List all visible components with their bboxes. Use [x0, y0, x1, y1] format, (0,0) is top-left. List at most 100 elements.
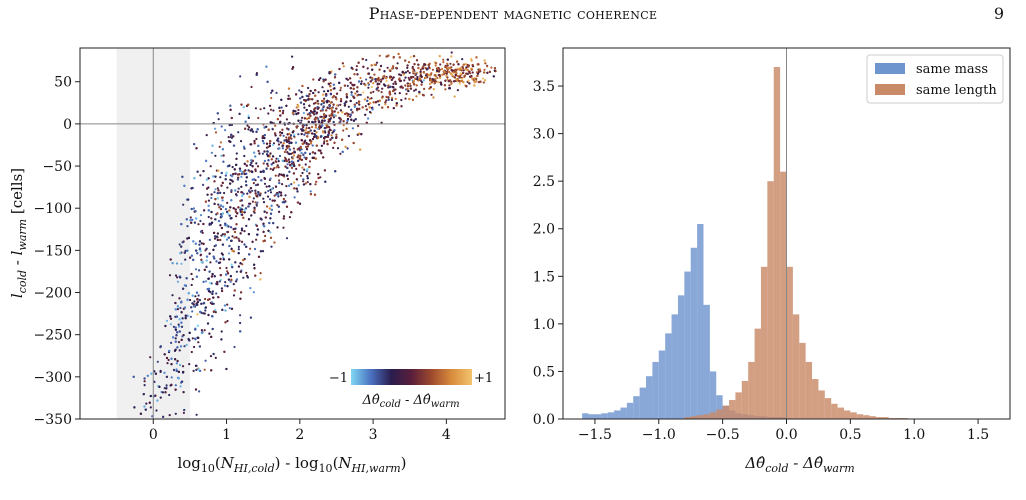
scatter-point: [229, 206, 232, 209]
scatter-point: [175, 262, 179, 265]
scatter-point: [179, 385, 182, 388]
scatter-point: [292, 109, 295, 112]
scatter-point: [200, 331, 203, 335]
scatter-point: [329, 85, 332, 88]
scatter-point: [447, 80, 450, 83]
scatter-point: [246, 276, 249, 279]
scatter-point: [178, 318, 181, 321]
scatter-point: [294, 110, 297, 113]
scatter-point: [240, 291, 243, 294]
scatter-point: [270, 245, 273, 248]
scatter-point: [268, 198, 272, 201]
scatter-point: [315, 111, 319, 114]
scatter-point: [306, 117, 309, 120]
scatter-point: [420, 83, 423, 86]
histogram-bar-same-mass: [690, 247, 698, 419]
scatter-point: [312, 78, 315, 81]
scatter-point: [414, 72, 417, 75]
scatter-point: [251, 178, 254, 181]
scatter-point: [211, 290, 214, 293]
scatter-point: [444, 88, 447, 91]
scatter-point: [228, 258, 231, 261]
scatter-point: [309, 129, 312, 132]
scatter-point: [302, 111, 305, 115]
scatter-point: [270, 96, 273, 100]
scatter-point: [206, 322, 210, 325]
scatter-point: [184, 317, 187, 320]
scatter-point: [223, 235, 226, 238]
scatter-point: [197, 421, 199, 423]
scatter-point: [233, 230, 237, 234]
scatter-point: [382, 75, 385, 78]
scatter-point: [286, 166, 289, 170]
scatter-point: [278, 173, 281, 176]
scatter-point: [257, 149, 260, 153]
scatter-point: [230, 199, 233, 202]
scatter-point: [353, 83, 356, 87]
scatter-point: [269, 212, 273, 215]
scatter-point: [423, 87, 426, 90]
scatter-point: [273, 194, 276, 197]
scatter-point: [241, 204, 244, 207]
colorbar-min-label: −1: [329, 371, 348, 386]
scatter-point: [325, 100, 328, 103]
scatter-point: [467, 64, 470, 67]
scatter-point: [195, 368, 198, 371]
scatter-point: [295, 187, 298, 190]
scatter-point: [237, 245, 240, 248]
scatter-point: [239, 75, 242, 78]
scatter-point: [309, 139, 312, 142]
scatter-point: [389, 69, 392, 72]
scatter-point: [194, 210, 197, 213]
scatter-point: [293, 196, 296, 199]
scatter-point: [295, 106, 298, 109]
scatter-point: [326, 106, 329, 109]
scatter-point: [165, 356, 169, 360]
scatter-point: [291, 152, 294, 155]
scatter-point: [211, 302, 214, 305]
scatter-point: [156, 449, 158, 451]
scatter-point: [258, 152, 261, 155]
scatter-point: [257, 144, 260, 147]
scatter-point: [192, 369, 195, 372]
scatter-point: [171, 262, 174, 265]
scatter-point: [270, 163, 273, 166]
scatter-point: [178, 325, 181, 328]
scatter-point: [238, 112, 241, 115]
scatter-point: [292, 154, 295, 157]
scatter-point: [252, 197, 255, 200]
scatter-point: [462, 81, 465, 84]
scatter-point: [187, 198, 190, 201]
scatter-point: [305, 127, 308, 130]
scatter-point: [282, 109, 285, 112]
scatter-point: [434, 77, 437, 80]
scatter-point: [390, 78, 393, 81]
scatter-point: [217, 203, 220, 206]
scatter-point: [457, 63, 460, 66]
scatter-point: [272, 155, 275, 158]
scatter-point: [399, 74, 403, 77]
scatter-point: [417, 66, 420, 70]
scatter-point: [178, 297, 181, 300]
scatter-point: [195, 291, 199, 294]
y-tick-label: −350: [34, 412, 72, 428]
scatter-point: [257, 191, 260, 194]
scatter-point: [479, 80, 482, 83]
scatter-point: [263, 182, 267, 185]
scatter-point: [488, 70, 491, 73]
scatter-point: [203, 268, 206, 271]
scatter-point: [267, 112, 270, 115]
scatter-point: [322, 142, 326, 145]
scatter-point: [198, 269, 201, 272]
scatter-point: [314, 89, 317, 92]
scatter-point: [230, 136, 233, 139]
scatter-point: [400, 105, 403, 108]
scatter-point: [251, 189, 254, 192]
scatter-point: [301, 124, 304, 127]
scatter-point: [406, 66, 409, 69]
scatter-point: [292, 172, 295, 175]
scatter-point: [314, 126, 317, 129]
scatter-point: [387, 54, 390, 57]
legend-label-same-length: same length: [916, 83, 997, 98]
histogram-bar-same-mass: [671, 314, 678, 419]
